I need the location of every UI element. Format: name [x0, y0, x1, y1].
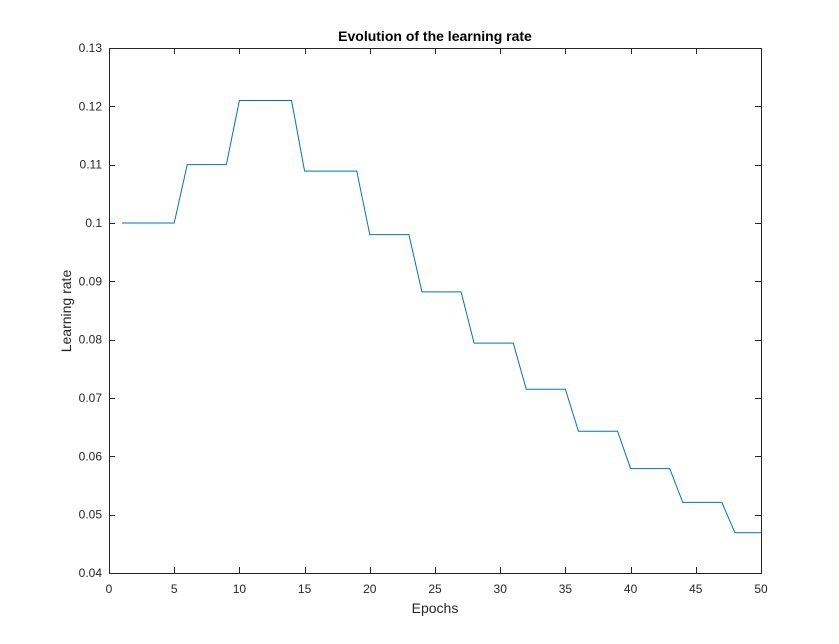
x-tick-label: 0 [106, 582, 113, 596]
y-tick-label: 0.07 [79, 391, 103, 405]
x-tick-label: 30 [494, 582, 508, 596]
x-tick-label: 35 [559, 582, 573, 596]
ticks-layer: 0 5 10 15 20 25 30 35 40 45 50 0.04 0.05 0.06 0.07 0.08… [79, 41, 768, 596]
x-tick-label: 5 [171, 582, 178, 596]
y-tick-label: 0.09 [79, 274, 103, 288]
y-tick-label: 0.04 [79, 566, 103, 580]
y-tick-label: 0.06 [79, 449, 103, 463]
y-tick-label: 0.11 [80, 158, 103, 172]
plot-area [109, 48, 761, 573]
chart-title: Evolution of the learning rate [338, 28, 532, 44]
y-tick-label: 0.08 [79, 333, 103, 347]
series-layer [122, 100, 761, 534]
x-tick-label: 45 [689, 582, 703, 596]
x-tick-label: 20 [363, 582, 377, 596]
x-tick-label: 15 [298, 582, 312, 596]
x-axis-label: Epochs [412, 600, 459, 616]
y-tick-label: 0.13 [79, 41, 103, 55]
x-tick-label: 50 [754, 582, 768, 596]
y-tick-label: 0.1 [85, 216, 102, 230]
y-tick-label: 0.12 [79, 99, 103, 113]
y-axis-label: Learning rate [58, 270, 74, 353]
y-tick-label: 0.05 [79, 508, 103, 522]
x-tick-label: 25 [428, 582, 442, 596]
x-tick-label: 40 [624, 582, 638, 596]
x-tick-label: 10 [233, 582, 247, 596]
series-line-0 [122, 100, 761, 534]
